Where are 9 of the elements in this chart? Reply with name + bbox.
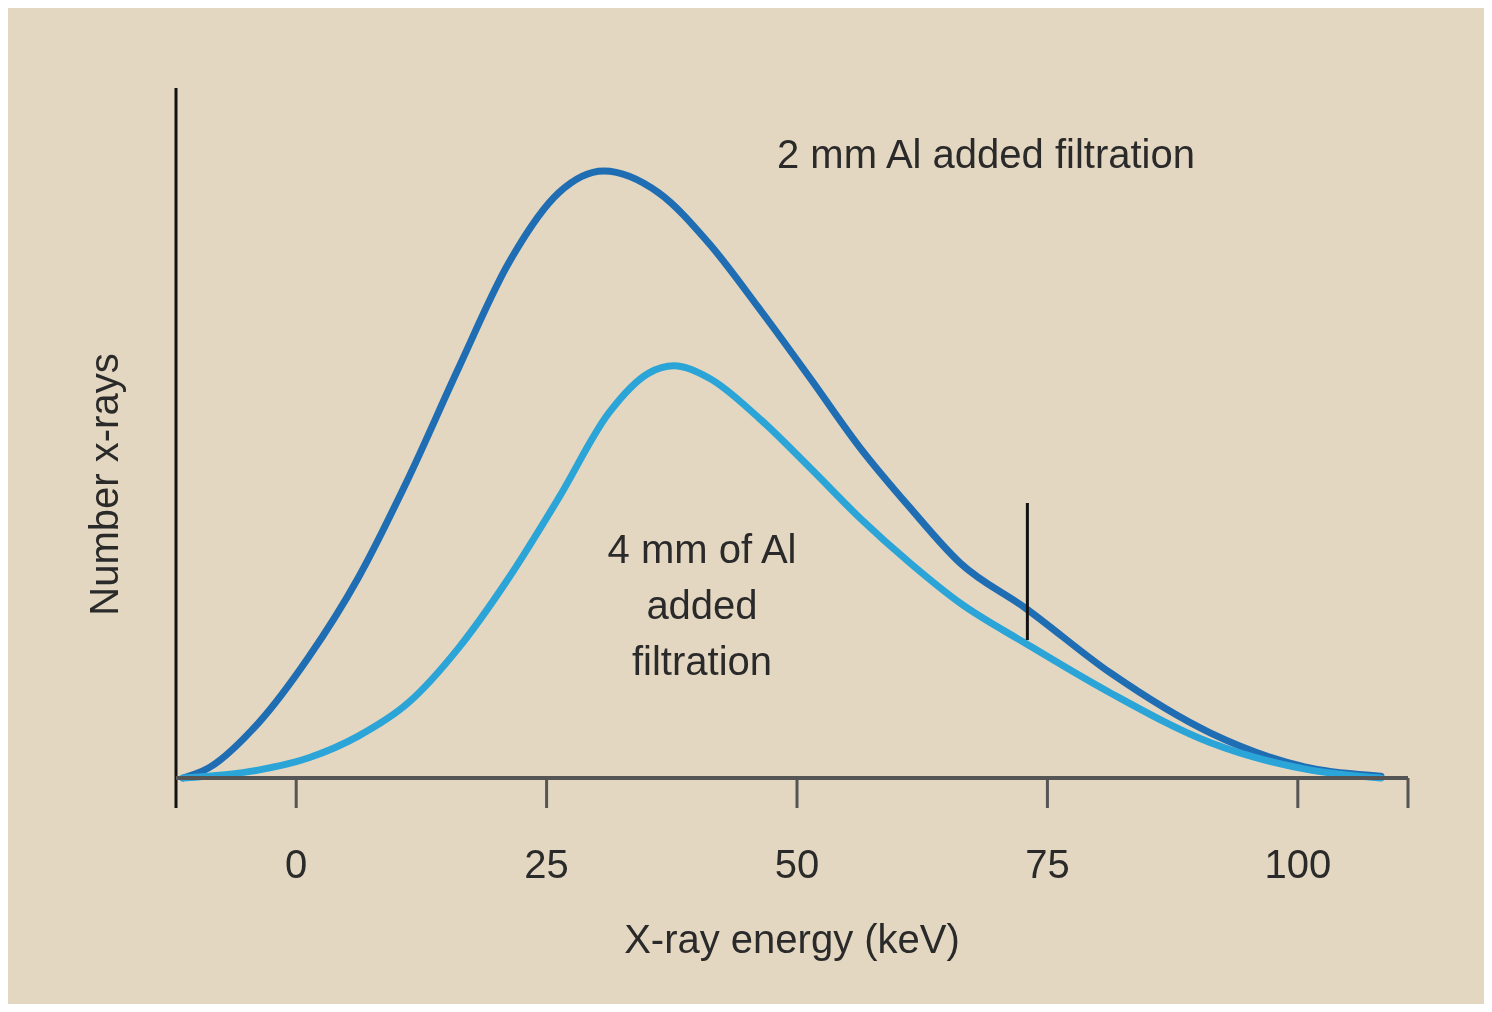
y-axis-title: Number x-rays (82, 353, 126, 616)
x-tick-label: 100 (1264, 842, 1332, 886)
x-axis-title: X-ray energy (keV) (624, 917, 960, 961)
x-tick-label: 75 (1025, 842, 1070, 886)
series-label: 4 mm of Al added filtration (607, 527, 797, 683)
x-tick-label: 0 (285, 842, 308, 886)
x-tick-label: 50 (774, 842, 820, 886)
x-tick-label: 25 (524, 842, 569, 886)
text: 2 mm Al added filtration (777, 132, 1195, 176)
